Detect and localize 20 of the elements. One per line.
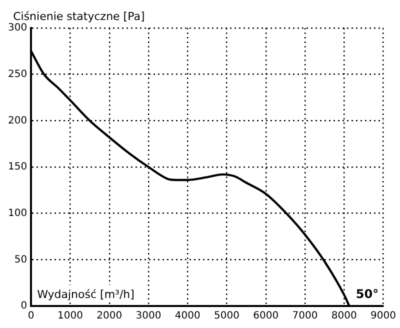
x-tick-label: 6000 [253,310,279,322]
y-tick-label: 100 [8,208,28,219]
x-axis-title: Wydajność [m³/h] [37,288,134,301]
x-tick-label: 7000 [292,310,318,322]
y-axis-title: Ciśnienie statyczne [Pa] [13,10,145,23]
x-tick-label: 1000 [57,310,83,322]
annotation: 50° [356,287,379,301]
y-tick-label: 200 [8,115,28,126]
y-tick-label: 0 [20,300,28,312]
y-tick-label: 250 [8,68,28,80]
x-tick-label: 8000 [331,310,357,322]
x-tick-label: 3000 [136,310,162,322]
x-tick-label: 0 [28,310,34,322]
x-tick-label: 4000 [174,310,200,322]
y-tick-label: 300 [8,22,28,34]
y-tick-label: 50 [14,254,28,266]
x-tick-label: 9000 [370,310,396,322]
y-tick-label: 150 [8,162,28,173]
x-tick-label: 5000 [214,310,240,322]
x-tick-label: 2000 [96,310,122,322]
